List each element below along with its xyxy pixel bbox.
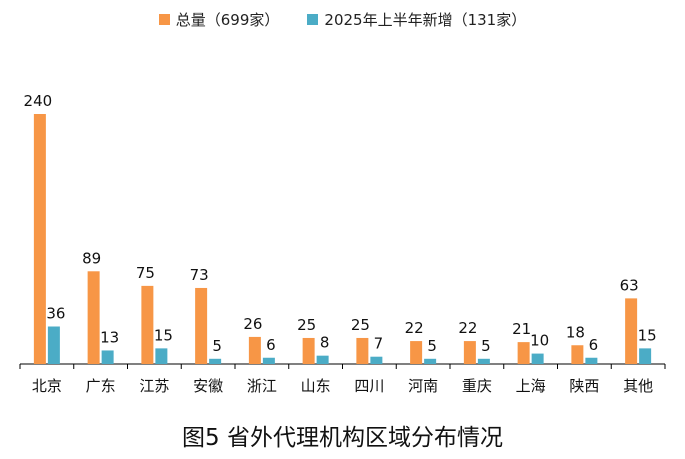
data-label-total: 25 (351, 316, 370, 334)
data-label-new: 10 (530, 332, 549, 350)
bar-new (47, 326, 60, 364)
bar-new (424, 358, 437, 364)
data-label-total: 22 (458, 319, 477, 337)
bar-total (302, 337, 315, 364)
bar-total (141, 285, 154, 364)
bar-new (155, 348, 168, 364)
data-label-total: 240 (24, 92, 53, 110)
bar-new (209, 358, 222, 364)
data-label-total: 22 (405, 319, 424, 337)
x-tick-label: 其他 (623, 377, 653, 395)
bar-new (477, 358, 490, 364)
x-tick-label: 江苏 (139, 377, 169, 395)
bar-new (262, 357, 275, 364)
data-label-total: 75 (136, 264, 155, 282)
data-label-total: 89 (82, 249, 101, 267)
data-label-new: 36 (46, 305, 65, 323)
data-label-total: 25 (297, 316, 316, 334)
data-label-total: 21 (512, 320, 531, 338)
data-label-new: 15 (154, 326, 173, 344)
bar-new (316, 355, 329, 364)
data-label-new: 15 (638, 326, 657, 344)
bar-total (195, 287, 208, 364)
legend-item-total: 总量（699家） (158, 9, 280, 30)
data-label-new: 5 (212, 337, 222, 355)
data-label-new: 5 (481, 337, 491, 355)
legend-item-new: 2025年上半年新增（131家） (307, 9, 526, 30)
bar-chart: 24036北京8913广东7515江苏735安徽266浙江258山东257四川2… (19, 92, 666, 395)
bar-total (625, 298, 638, 364)
data-label-total: 26 (243, 315, 262, 333)
data-label-new: 13 (100, 328, 119, 346)
bar-total (517, 342, 530, 364)
bar-total (410, 341, 423, 364)
bar-new (101, 350, 114, 364)
legend-label-new: 2025年上半年新增（131家） (324, 10, 527, 29)
x-tick-label: 四川 (354, 377, 384, 395)
figure-caption: 图5 省外代理机构区域分布情况 (182, 425, 503, 451)
data-label-total: 73 (190, 266, 209, 284)
legend: 总量（699家） 2025年上半年新增（131家） (0, 8, 685, 30)
x-tick-label: 上海 (516, 377, 546, 395)
bar-new (585, 357, 598, 364)
data-label-new: 5 (427, 337, 437, 355)
bar-total (356, 337, 369, 364)
bar-new (370, 356, 383, 364)
x-tick-label: 北京 (32, 377, 62, 395)
bar-total (571, 345, 584, 364)
legend-label-total: 总量（699家） (175, 10, 280, 29)
bar-total (87, 271, 100, 364)
x-tick-label: 陕西 (569, 377, 599, 395)
legend-swatch-total (158, 13, 170, 25)
x-tick-label: 重庆 (462, 377, 492, 395)
data-label-total: 18 (566, 323, 585, 341)
bar-total (463, 341, 476, 364)
data-label-total: 63 (620, 276, 639, 294)
x-tick-label: 浙江 (247, 377, 277, 395)
x-tick-label: 广东 (86, 377, 116, 395)
data-label-new: 8 (320, 334, 330, 352)
data-label-new: 7 (374, 335, 384, 353)
legend-swatch-new (307, 13, 319, 25)
x-tick-label: 安徽 (193, 377, 223, 395)
x-tick-label: 山东 (301, 377, 331, 395)
bar-total (248, 336, 261, 364)
data-label-new: 6 (589, 336, 599, 354)
bar-new (639, 348, 652, 364)
data-label-new: 6 (266, 336, 276, 354)
bar-total (33, 114, 46, 364)
x-tick-label: 河南 (408, 377, 438, 395)
bar-new (531, 353, 544, 364)
